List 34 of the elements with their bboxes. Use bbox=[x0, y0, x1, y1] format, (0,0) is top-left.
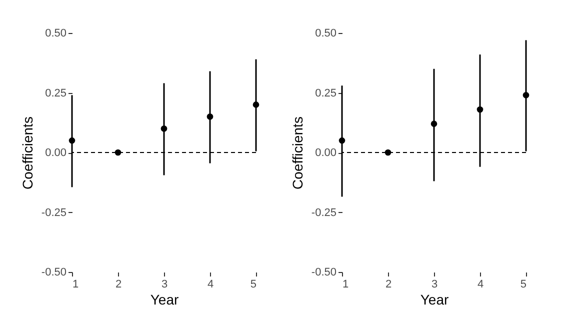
x-axis-title: Year bbox=[150, 292, 179, 308]
y-tick-label: 0.25 bbox=[315, 87, 336, 100]
y-tick-label: 0.00 bbox=[45, 147, 66, 159]
y-axis-title: Coefficients bbox=[19, 116, 36, 190]
x-tick-label: 1 bbox=[72, 278, 79, 290]
point bbox=[252, 102, 260, 108]
point bbox=[430, 120, 438, 127]
x-tick-label: 1 bbox=[342, 278, 349, 290]
x-tick-label: 2 bbox=[115, 278, 122, 290]
point bbox=[384, 149, 392, 156]
x-tick-label: 3 bbox=[161, 278, 168, 290]
y-tick-label: 0.25 bbox=[45, 87, 66, 100]
point bbox=[476, 106, 484, 113]
y-tick-label: -0.50 bbox=[311, 266, 336, 278]
x-tick-label: 2 bbox=[385, 278, 392, 290]
point bbox=[114, 149, 122, 156]
x-tick-label: 4 bbox=[477, 278, 484, 290]
x-axis-title: Year bbox=[420, 292, 449, 308]
point bbox=[160, 125, 168, 132]
point bbox=[338, 137, 346, 144]
x-tick-label: 5 bbox=[520, 278, 526, 290]
y-tick-label: 0.50 bbox=[45, 28, 66, 40]
x-tick-label: 3 bbox=[431, 278, 438, 290]
y-tick-label: 0.50 bbox=[315, 28, 336, 40]
x-tick-label: 5 bbox=[250, 278, 256, 290]
x-tick-label: 4 bbox=[207, 278, 214, 290]
y-axis-title: Coefficients bbox=[289, 116, 306, 190]
y-tick-label: -0.25 bbox=[311, 206, 336, 219]
y-tick-label: 0.00 bbox=[315, 147, 336, 159]
point bbox=[206, 113, 214, 120]
y-tick-label: -0.50 bbox=[41, 266, 66, 278]
point bbox=[522, 92, 530, 98]
point bbox=[68, 137, 76, 144]
y-tick-label: -0.25 bbox=[41, 206, 66, 219]
